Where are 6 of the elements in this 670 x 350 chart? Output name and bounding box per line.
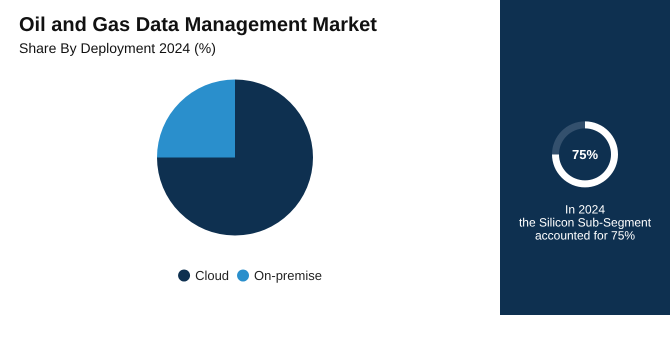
text: In 2024 the Silicon Sub-Segment accounted for 75% [518,202,652,242]
legend-label: Cloud [195,268,230,283]
legend-label: On-premise [254,268,322,283]
text: 75% [572,147,598,162]
chart-title: Oil and Gas Data Management Market [19,14,378,36]
chart-subtitle: Share By Deployment 2024 (%) [19,40,216,56]
